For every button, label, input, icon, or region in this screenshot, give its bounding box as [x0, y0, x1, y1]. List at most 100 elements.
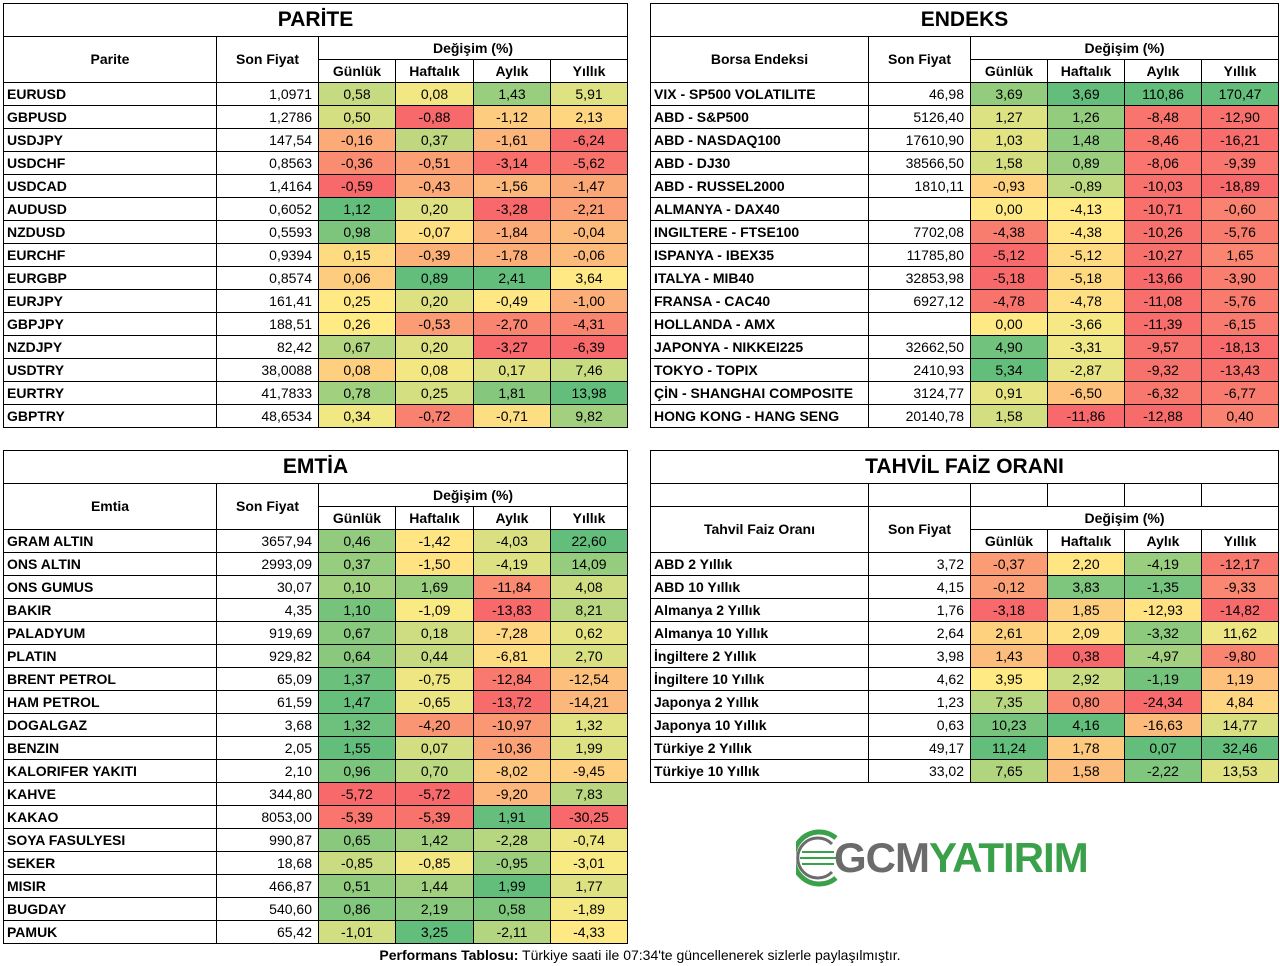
- column-header-daily: Günlük: [318, 506, 396, 530]
- row-yearly-change: 14,09: [549, 552, 629, 576]
- row-weekly-change: 1,26: [1047, 105, 1125, 129]
- row-yearly-change: 170,47: [1200, 82, 1280, 106]
- row-name: TOKYO - TOPIX: [650, 358, 869, 382]
- row-weekly-change: 0,18: [395, 621, 474, 645]
- table-row: USDJPY 147,54 -0,16 0,37 -1,61 -6,24: [3, 128, 629, 152]
- row-monthly-change: 2,41: [473, 266, 551, 290]
- row-weekly-change: 0,20: [395, 289, 474, 313]
- row-price: 188,51: [216, 312, 319, 336]
- row-monthly-change: -10,27: [1124, 243, 1202, 267]
- row-name: PALADYUM: [3, 621, 217, 645]
- row-monthly-change: -13,72: [473, 690, 551, 714]
- row-monthly-change: -1,61: [473, 128, 551, 152]
- row-yearly-change: 3,64: [549, 266, 629, 290]
- row-monthly-change: -8,02: [473, 759, 551, 783]
- row-monthly-change: -0,71: [473, 404, 551, 428]
- row-daily-change: -0,37: [970, 552, 1048, 576]
- row-daily-change: -4,38: [970, 220, 1048, 244]
- table-row: ALMANYA - DAX40 0,00 -4,13 -10,71 -0,60: [650, 197, 1280, 221]
- row-name: Japonya 2 Yıllık: [650, 690, 869, 714]
- row-yearly-change: -18,13: [1200, 335, 1280, 359]
- table-title: TAHVİL FAİZ ORANI: [649, 450, 1280, 484]
- footer-text: Türkiye saati ile 07:34'te güncellenerek…: [518, 947, 901, 963]
- row-name: ABD 2 Yıllık: [650, 552, 869, 576]
- row-price: 48,6534: [216, 404, 319, 428]
- row-price: 1,23: [868, 690, 971, 714]
- row-weekly-change: 0,20: [395, 335, 474, 359]
- row-yearly-change: -14,21: [549, 690, 629, 714]
- row-weekly-change: 0,07: [395, 736, 474, 760]
- row-name: USDTRY: [3, 358, 217, 382]
- table-row: HONG KONG - HANG SENG 20140,78 1,58 -11,86-…: [650, 404, 1280, 428]
- column-header-price: Son Fiyat: [216, 36, 319, 83]
- column-header-monthly: Aylık: [1124, 529, 1202, 553]
- row-weekly-change: 3,69: [1047, 82, 1125, 106]
- row-name: KAHVE: [3, 782, 217, 806]
- table-row: KAKAO 8053,00 -5,39 -5,39 1,91 -30,25: [3, 805, 629, 829]
- row-name: ISPANYA - IBEX35: [650, 243, 869, 267]
- row-weekly-change: -3,66: [1047, 312, 1125, 336]
- table-row: FRANSA - CAC40 6927,12 -4,78 -4,78 -11,08 -5,…: [650, 289, 1280, 313]
- row-monthly-change: -1,19: [1124, 667, 1202, 691]
- table-row: HAM PETROL 61,59 1,47 -0,65 -13,72 -14,21: [3, 690, 629, 714]
- row-name: İngiltere 2 Yıllık: [650, 644, 869, 668]
- row-monthly-change: -16,63: [1124, 713, 1202, 737]
- row-price: 65,42: [216, 920, 319, 944]
- table-row: PLATIN 929,82 0,64 0,44 -6,81 2,70: [3, 644, 629, 668]
- row-price: 8053,00: [216, 805, 319, 829]
- row-weekly-change: 4,16: [1047, 713, 1125, 737]
- row-name: VIX - SP500 VOLATILITE: [650, 82, 869, 106]
- row-price: [868, 312, 971, 336]
- row-weekly-change: 3,83: [1047, 575, 1125, 599]
- row-monthly-change: -11,08: [1124, 289, 1202, 313]
- row-monthly-change: 0,17: [473, 358, 551, 382]
- row-weekly-change: -0,39: [395, 243, 474, 267]
- row-weekly-change: 0,89: [395, 266, 474, 290]
- column-header-daily: Günlük: [970, 59, 1048, 83]
- row-daily-change: 0,67: [318, 335, 396, 359]
- row-monthly-change: -11,39: [1124, 312, 1202, 336]
- column-header-weekly: Haftalık: [395, 59, 474, 83]
- row-daily-change: 0,00: [970, 197, 1048, 221]
- row-monthly-change: -6,32: [1124, 381, 1202, 405]
- row-name: ABD - RUSSEL2000: [650, 174, 869, 198]
- row-price: 0,5593: [216, 220, 319, 244]
- row-monthly-change: -1,12: [473, 105, 551, 129]
- row-price: 38566,50: [868, 151, 971, 175]
- row-price: 49,17: [868, 736, 971, 760]
- column-header-price: Son Fiyat: [868, 506, 971, 553]
- column-header-change: Değişim (%): [969, 36, 1280, 60]
- row-weekly-change: 0,44: [395, 644, 474, 668]
- row-monthly-change: -4,03: [473, 529, 551, 553]
- row-yearly-change: 1,65: [1200, 243, 1280, 267]
- row-weekly-change: 2,20: [1047, 552, 1125, 576]
- row-weekly-change: -0,88: [395, 105, 474, 129]
- logo-text: GCMYATIRIM: [834, 834, 1089, 881]
- row-name: İngiltere 10 Yıllık: [650, 667, 869, 691]
- row-price: 929,82: [216, 644, 319, 668]
- row-name: GBPUSD: [3, 105, 217, 129]
- row-yearly-change: -3,01: [549, 851, 629, 875]
- row-daily-change: 0,25: [318, 289, 396, 313]
- gcm-yatirim-logo: GCMYATIRIM: [796, 828, 1116, 888]
- row-monthly-change: -24,34: [1124, 690, 1202, 714]
- row-daily-change: -5,72: [318, 782, 396, 806]
- row-price: [868, 197, 971, 221]
- row-weekly-change: -0,89: [1047, 174, 1125, 198]
- row-weekly-change: 0,70: [395, 759, 474, 783]
- column-header-daily: Günlük: [970, 529, 1048, 553]
- row-yearly-change: 0,40: [1200, 404, 1280, 428]
- row-daily-change: 1,27: [970, 105, 1048, 129]
- row-monthly-change: 0,07: [1124, 736, 1202, 760]
- row-weekly-change: -0,65: [395, 690, 474, 714]
- row-weekly-change: -4,38: [1047, 220, 1125, 244]
- row-yearly-change: -6,77: [1200, 381, 1280, 405]
- row-price: 65,09: [216, 667, 319, 691]
- row-name: USDCHF: [3, 151, 217, 175]
- row-daily-change: 0,98: [318, 220, 396, 244]
- table-row: USDCHF 0,8563 -0,36 -0,51 -3,14 -5,62: [3, 151, 629, 175]
- row-name: SOYA FASULYESI: [3, 828, 217, 852]
- row-weekly-change: -0,53: [395, 312, 474, 336]
- column-header-change: Değişim (%): [969, 506, 1280, 530]
- row-daily-change: 1,03: [970, 128, 1048, 152]
